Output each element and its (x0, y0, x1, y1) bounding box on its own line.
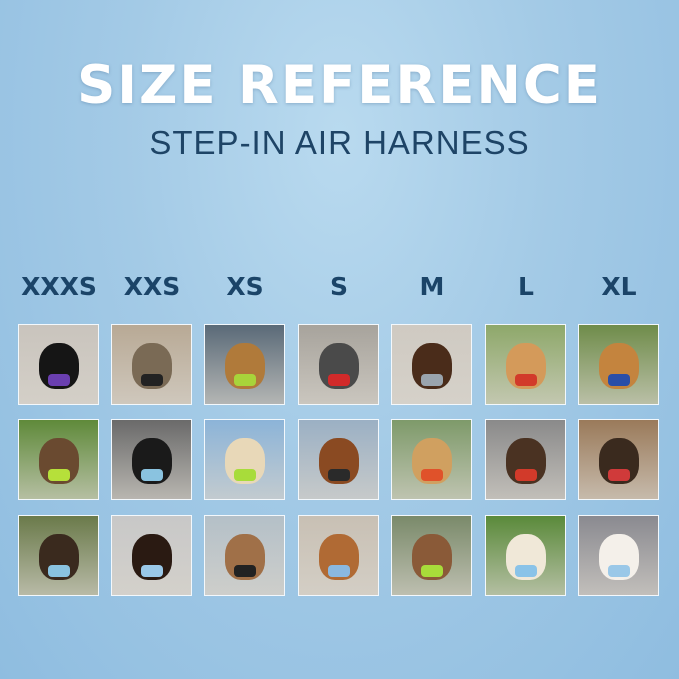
harness-image (47, 468, 70, 481)
harness-image (140, 564, 163, 577)
dog-photo-xl-2 (578, 419, 659, 500)
harness-image (514, 468, 537, 481)
harness-image (607, 564, 630, 577)
dog-photo-xxs-1 (111, 324, 192, 405)
dog-photo-l-3 (485, 515, 566, 596)
size-label-xxs: XXS (123, 272, 181, 301)
dog-photo-xl-1 (578, 324, 659, 405)
dog-photo-xs-3 (204, 515, 285, 596)
harness-image (514, 373, 537, 386)
dog-photo-xs-1 (204, 324, 285, 405)
harness-image (233, 564, 256, 577)
size-label-xxxs: XXXS (21, 272, 97, 301)
dog-photo-m-1 (391, 324, 472, 405)
dog-photo-xs-2 (204, 419, 285, 500)
harness-image (47, 564, 70, 577)
dog-photo-xl-3 (578, 515, 659, 596)
harness-image (607, 373, 630, 386)
size-label-xl: XL (601, 272, 637, 301)
dog-photo-xxs-3 (111, 515, 192, 596)
size-label-xs: XS (226, 272, 264, 301)
harness-image (514, 564, 537, 577)
size-label-m: M (419, 272, 445, 301)
dog-photo-xxxs-1 (18, 324, 99, 405)
harness-image (327, 373, 350, 386)
harness-image (420, 468, 443, 481)
dog-photo-l-1 (485, 324, 566, 405)
page-subtitle: STEP-IN AIR HARNESS (149, 124, 530, 161)
harness-image (420, 373, 443, 386)
dog-photo-m-3 (391, 515, 472, 596)
harness-image (233, 373, 256, 386)
harness-image (140, 373, 163, 386)
dog-photo-s-2 (298, 419, 379, 500)
harness-image (140, 468, 163, 481)
dog-photo-m-2 (391, 419, 472, 500)
page-title: SIZE REFERENCE (77, 55, 602, 116)
harness-image (420, 564, 443, 577)
size-label-l: L (518, 272, 534, 301)
harness-image (607, 468, 630, 481)
dog-photo-l-2 (485, 419, 566, 500)
harness-image (47, 373, 70, 386)
harness-image (327, 564, 350, 577)
size-label-s: S (329, 272, 348, 301)
dog-photo-s-1 (298, 324, 379, 405)
harness-image (327, 468, 350, 481)
dog-photo-s-3 (298, 515, 379, 596)
dog-photo-xxxs-2 (18, 419, 99, 500)
harness-image (233, 468, 256, 481)
dog-photo-xxxs-3 (18, 515, 99, 596)
dog-photo-xxs-2 (111, 419, 192, 500)
